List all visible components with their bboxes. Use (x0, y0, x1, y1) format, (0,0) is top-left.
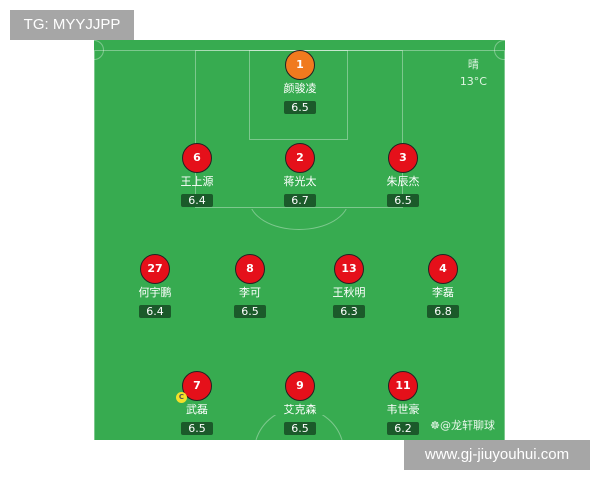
player[interactable]: 8 李可 6.5 (210, 254, 290, 319)
player[interactable]: 3 朱辰杰 6.5 (363, 143, 443, 208)
player-name: 朱辰杰 (386, 175, 420, 188)
lineup-pitch: 晴 13°C 1 颜骏凌 6.5 6 王上源 6.4 2 蒋光太 6.7 3 朱辰杰 … (94, 40, 505, 440)
player-rating: 6.7 (284, 194, 316, 207)
player-number-badge: 13 (334, 254, 364, 284)
credit: ☸@龙轩聊球 (430, 417, 495, 433)
weather-condition: 晴 (467, 58, 479, 71)
credit-logo-icon: ☸ (430, 419, 440, 432)
player-number: 8 (246, 262, 254, 275)
player-number: 13 (341, 262, 357, 275)
player-name: 韦世豪 (386, 403, 420, 416)
captain-badge-icon: C (176, 392, 187, 403)
weather: 晴 13°C (460, 56, 487, 90)
player-number: 11 (395, 379, 411, 392)
player-rating: 6.2 (387, 422, 419, 435)
player-rating: 6.5 (387, 194, 419, 207)
player-name: 艾克森 (283, 403, 317, 416)
player-number-badge: 2 (285, 143, 315, 173)
center-circle (255, 415, 343, 440)
player-rating: 6.5 (181, 422, 213, 435)
player-name: 王秋明 (332, 286, 366, 299)
player-rating: 6.5 (284, 101, 316, 114)
player-number-badge: 9 (285, 371, 315, 401)
player[interactable]: 27 何宇鹏 6.4 (115, 254, 195, 319)
player-name: 何宇鹏 (138, 286, 172, 299)
player-number-badge: 6 (182, 143, 212, 173)
player-number: 27 (147, 262, 163, 275)
player-number-badge: 3 (388, 143, 418, 173)
player-rating: 6.4 (139, 305, 171, 318)
watermark-bottom-right: www.gj-jiuyouhui.com (404, 440, 590, 470)
player-number: 1 (296, 58, 304, 71)
credit-text: @龙轩聊球 (440, 419, 495, 432)
watermark-top-left: TG: MYYJJPP (10, 10, 134, 40)
player[interactable]: 6 王上源 6.4 (157, 143, 237, 208)
player[interactable]: 9 艾克森 6.5 (260, 371, 340, 436)
player-number-badge: 11 (388, 371, 418, 401)
player-number: 2 (296, 151, 304, 164)
player-name: 李可 (239, 286, 261, 299)
player-number-badge: 27 (140, 254, 170, 284)
player-name: 李磊 (432, 286, 454, 299)
player[interactable]: 2 蒋光太 6.7 (260, 143, 340, 208)
player-number-badge: 4 (428, 254, 458, 284)
player-rating: 6.3 (333, 305, 365, 318)
weather-temperature: 13°C (459, 75, 487, 88)
player[interactable]: 1 颜骏凌 6.5 (260, 50, 340, 115)
player-number: 4 (439, 262, 447, 275)
player[interactable]: 13 王秋明 6.3 (309, 254, 389, 319)
player-number: 7 (193, 379, 201, 392)
player-name: 王上源 (180, 175, 214, 188)
player-number: 6 (193, 151, 201, 164)
player-number-badge: 1 (285, 50, 315, 80)
player[interactable]: 11 韦世豪 6.2 (363, 371, 443, 436)
player[interactable]: 4 李磊 6.8 (403, 254, 483, 319)
player-rating: 6.8 (427, 305, 459, 318)
player-rating: 6.5 (284, 422, 316, 435)
player-number: 9 (296, 379, 304, 392)
player-name: 武磊 (186, 403, 208, 416)
player-name: 蒋光太 (283, 175, 317, 188)
player-rating: 6.4 (181, 194, 213, 207)
player-number-badge: 8 (235, 254, 265, 284)
player-rating: 6.5 (234, 305, 266, 318)
player-number: 3 (399, 151, 407, 164)
player-name: 颜骏凌 (283, 82, 317, 95)
